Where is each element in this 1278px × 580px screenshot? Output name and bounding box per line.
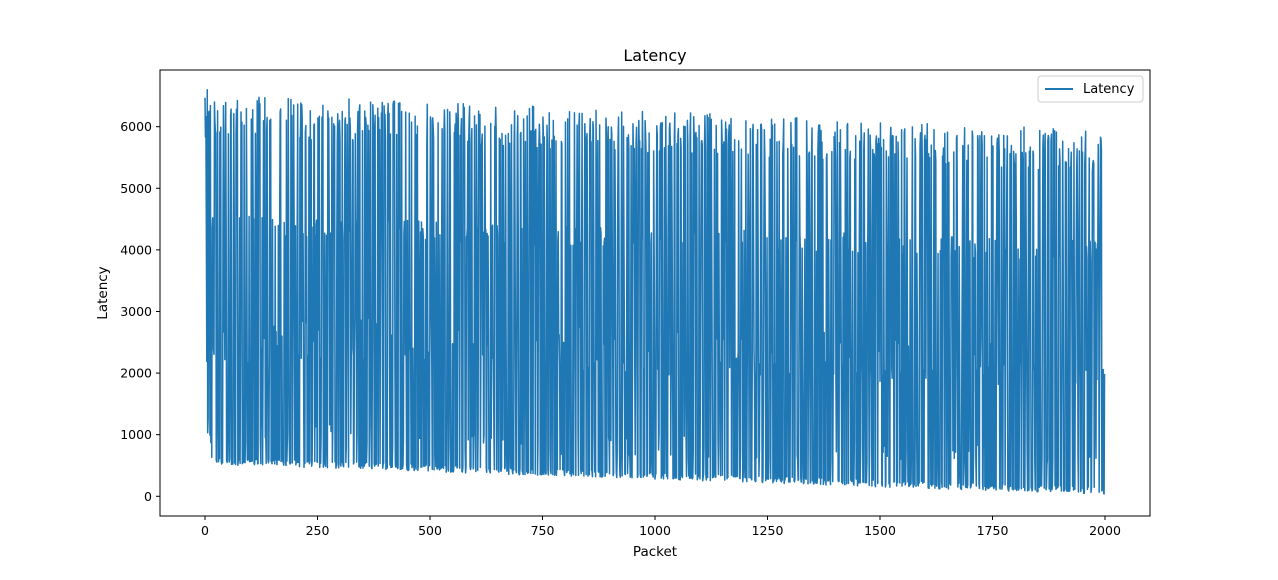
chart-title: Latency xyxy=(623,46,686,65)
x-tick-label: 500 xyxy=(418,523,442,538)
legend: Latency xyxy=(1037,75,1144,103)
y-tick-label: 0 xyxy=(144,489,152,504)
y-tick-label: 4000 xyxy=(120,242,152,257)
plot-area xyxy=(159,69,1151,517)
x-tick-label: 2000 xyxy=(1089,523,1121,538)
y-axis-label: Latency xyxy=(95,266,111,319)
x-tick-label: 250 xyxy=(306,523,330,538)
x-tick-label: 0 xyxy=(201,523,209,538)
x-tick-label: 1250 xyxy=(752,523,784,538)
series-layer xyxy=(204,88,1106,495)
x-tick-label: 750 xyxy=(531,523,555,538)
x-tick-label: 1000 xyxy=(639,523,671,538)
y-tick-label: 2000 xyxy=(120,366,152,381)
x-tick-label: 1750 xyxy=(977,523,1009,538)
legend-entry-latency: Latency xyxy=(1083,82,1135,97)
y-tick-label: 3000 xyxy=(120,304,152,319)
legend-box xyxy=(1037,75,1144,103)
series-line-latency xyxy=(204,88,1106,495)
y-tick-label: 1000 xyxy=(120,427,152,442)
x-tick-label: 1500 xyxy=(864,523,896,538)
y-tick-label: 6000 xyxy=(120,119,152,134)
y-tick-label: 5000 xyxy=(120,181,152,196)
x-axis: 0 250 500 750 1000 1250 1500 1750 2000 xyxy=(201,516,1121,538)
y-axis: 0 1000 2000 3000 4000 5000 6000 xyxy=(120,119,160,504)
x-axis-label: Packet xyxy=(633,544,677,560)
